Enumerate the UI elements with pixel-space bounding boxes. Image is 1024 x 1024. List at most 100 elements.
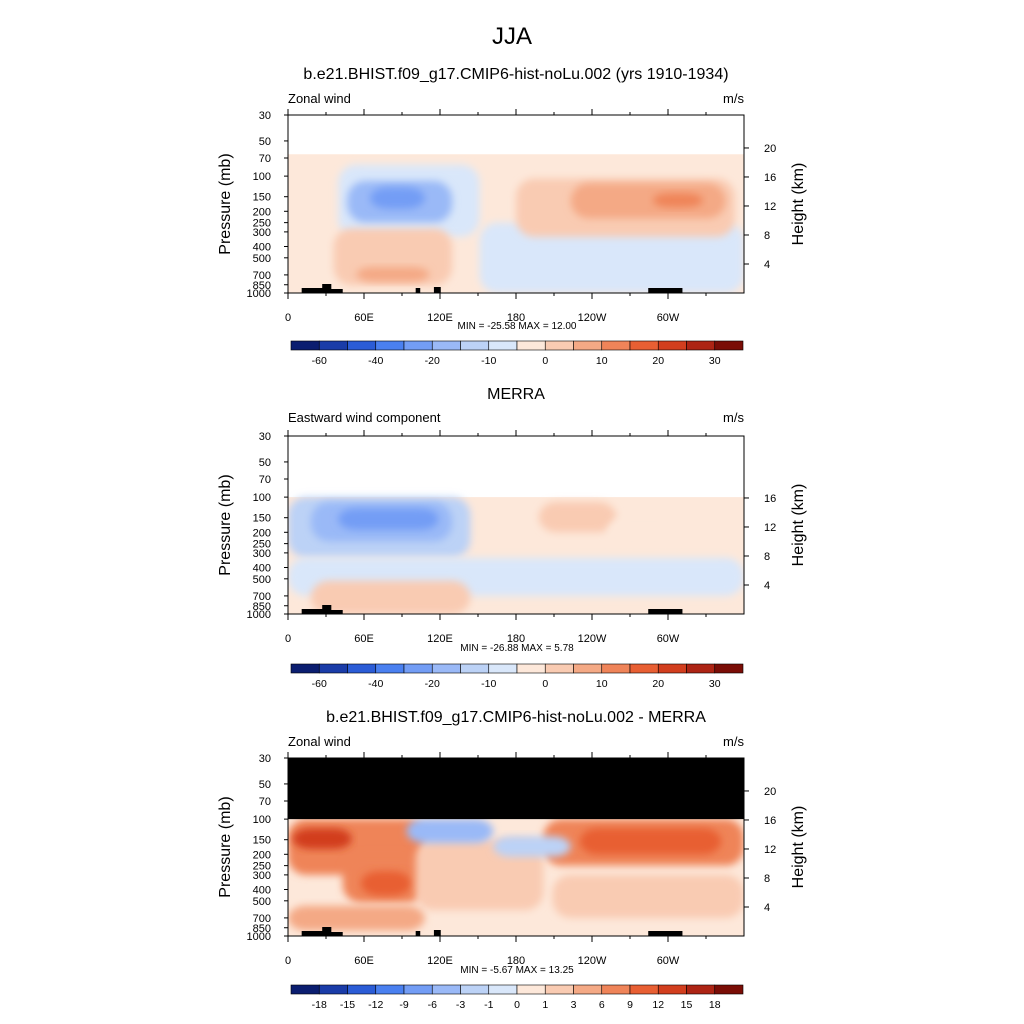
colorbar-swatch: [375, 984, 405, 995]
y-tick-label: 30: [259, 753, 271, 765]
panel-1: b.e21.BHIST.f09_g17.CMIP6-hist-noLu.002 …: [217, 66, 807, 367]
y-tick-label: 250: [253, 861, 271, 873]
colorbar-swatch: [375, 340, 405, 351]
colorbar-swatch: [714, 663, 744, 674]
colorbar-label: -60: [312, 355, 327, 367]
y2-tick-label: 16: [764, 815, 776, 827]
orography: [301, 609, 330, 614]
orography: [433, 287, 441, 293]
colorbar-label: -12: [368, 999, 383, 1011]
x-tick-label: 0: [285, 955, 291, 967]
y2-tick-label: 4: [764, 580, 770, 592]
colorbar-swatch: [686, 984, 716, 995]
x-tick-label: 60W: [657, 312, 680, 324]
y-tick-label: 250: [253, 539, 271, 551]
colorbar-swatch: [488, 663, 518, 674]
y-axis-label: Pressure (mb): [217, 796, 234, 897]
field-region: [552, 874, 744, 918]
y2-axis-label: Height (km): [790, 806, 807, 889]
field-region: [479, 222, 744, 293]
panel-title: b.e21.BHIST.f09_g17.CMIP6-hist-noLu.002 …: [303, 66, 728, 83]
x-tick-label: 0: [285, 633, 291, 645]
y2-tick-label: 4: [764, 902, 770, 914]
y-tick-label: 150: [253, 835, 271, 847]
colorbar-swatch: [657, 340, 687, 351]
y-tick-label: 50: [259, 457, 271, 469]
y-tick-label: 700: [253, 270, 271, 282]
colorbar-swatch: [573, 984, 603, 995]
colorbar-swatch: [516, 984, 546, 995]
y-tick-label: 300: [253, 227, 271, 239]
y2-tick-label: 8: [764, 873, 770, 885]
colorbar-label: -1: [484, 999, 493, 1011]
y-tick-label: 850: [253, 601, 271, 613]
y-tick-label: 250: [253, 218, 271, 230]
y-tick-label: 400: [253, 562, 271, 574]
plot-area: [288, 436, 744, 614]
colorbar-swatch: [347, 340, 377, 351]
colorbar-swatch: [629, 984, 659, 995]
colorbar-label: -6: [428, 999, 437, 1011]
colorbar-label: 0: [542, 355, 548, 367]
x-tick-label: 60E: [354, 312, 374, 324]
y-tick-label: 500: [253, 896, 271, 908]
field-region: [493, 836, 571, 857]
colorbar: -60 -40 -20 -10 0 10 20 30: [290, 663, 744, 690]
y-tick-label: 70: [259, 796, 271, 808]
colorbar-swatch: [488, 340, 518, 351]
min-max-stats: MIN = -26.88 MAX = 5.78: [460, 643, 574, 654]
y-tick-label: 1000: [247, 288, 271, 300]
variable-label: Zonal wind: [288, 734, 351, 749]
y-tick-label: 150: [253, 192, 271, 204]
colorbar-swatch: [488, 984, 518, 995]
y2-tick-label: 12: [764, 522, 776, 534]
y2-tick-label: 4: [764, 259, 770, 271]
colorbar-label: 0: [542, 678, 548, 690]
y-tick-label: 300: [253, 870, 271, 882]
colorbar-swatch: [573, 663, 603, 674]
colorbar-label: 30: [709, 678, 721, 690]
panel-title: b.e21.BHIST.f09_g17.CMIP6-hist-noLu.002 …: [326, 709, 706, 726]
colorbar-swatch: [657, 663, 687, 674]
orography: [415, 288, 421, 293]
y2-tick-label: 8: [764, 551, 770, 563]
y-tick-label: 500: [253, 574, 271, 586]
colorbar-swatch: [460, 984, 490, 995]
variable-label: Zonal wind: [288, 91, 351, 106]
colorbar-swatch: [714, 340, 744, 351]
field-region: [579, 828, 722, 855]
y2-tick-label: 20: [764, 143, 776, 155]
y2-tick-label: 8: [764, 230, 770, 242]
y-tick-label: 1000: [247, 609, 271, 621]
colorbar: -18 -15 -12 -9 -6 -3 -1 0 1 3 6 9 12 15 18: [290, 984, 744, 1011]
field-region: [292, 828, 352, 849]
colorbar-swatch: [403, 340, 433, 351]
y-tick-label: 400: [253, 884, 271, 896]
y-tick-label: 50: [259, 136, 271, 148]
x-tick-label: 60E: [354, 955, 374, 967]
y-tick-label: 100: [253, 492, 271, 504]
y-tick-label: 400: [253, 241, 271, 253]
colorbar-swatch: [544, 340, 574, 351]
min-max-stats: MIN = -5.67 MAX = 13.25: [460, 965, 574, 976]
colorbar-label: 15: [681, 999, 693, 1011]
field-region: [288, 905, 425, 931]
colorbar-label: 1: [542, 999, 548, 1011]
y-tick-label: 150: [253, 513, 271, 525]
colorbar-swatch: [686, 663, 716, 674]
y2-tick-label: 20: [764, 786, 776, 798]
y2-axis-label: Height (km): [790, 163, 807, 246]
y-tick-label: 70: [259, 474, 271, 486]
field-region: [310, 580, 471, 614]
colorbar-swatch: [629, 663, 659, 674]
y2-tick-label: 16: [764, 493, 776, 505]
colorbar-label: 12: [652, 999, 664, 1011]
y-tick-label: 30: [259, 431, 271, 443]
colorbar-swatch: [601, 663, 631, 674]
orography: [329, 610, 343, 614]
field-region: [607, 517, 681, 546]
colorbar-label: 20: [652, 678, 664, 690]
colorbar-swatch: [290, 984, 320, 995]
units-label: m/s: [723, 410, 744, 425]
